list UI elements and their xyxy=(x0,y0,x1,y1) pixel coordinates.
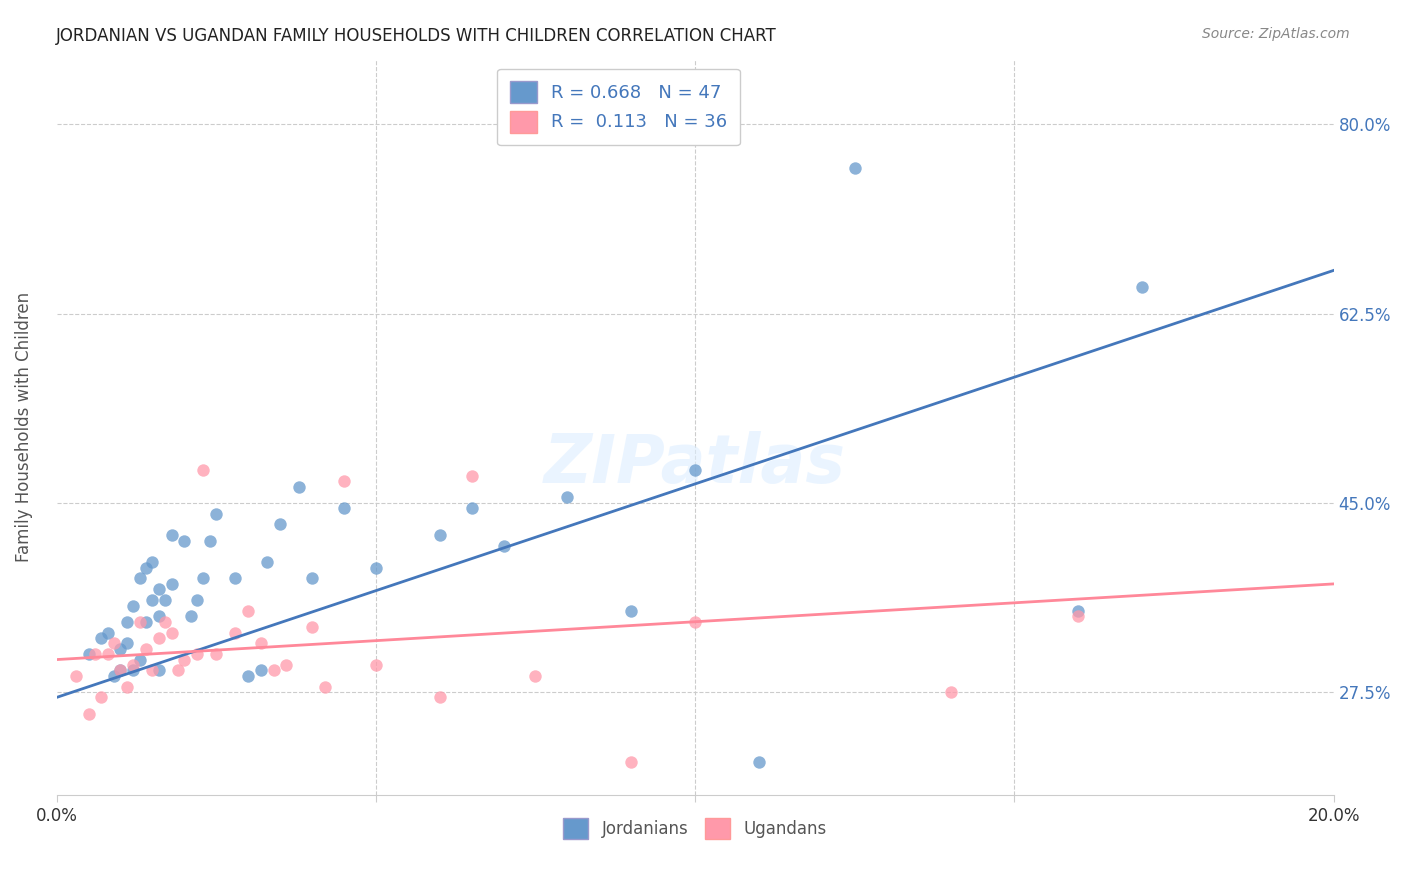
Point xyxy=(256,555,278,569)
Y-axis label: Family Households with Children: Family Households with Children xyxy=(15,292,32,562)
Point xyxy=(238,604,260,618)
Point xyxy=(186,647,208,661)
Point xyxy=(128,615,150,629)
Point xyxy=(333,501,356,516)
Point xyxy=(460,501,482,516)
Point xyxy=(364,560,387,574)
Point xyxy=(939,685,962,699)
Point xyxy=(683,615,706,629)
Point xyxy=(160,577,183,591)
Point xyxy=(97,625,120,640)
Point xyxy=(205,507,228,521)
Point xyxy=(77,706,100,721)
Text: Source: ZipAtlas.com: Source: ZipAtlas.com xyxy=(1202,27,1350,41)
Point xyxy=(141,664,163,678)
Point xyxy=(429,690,451,705)
Point xyxy=(115,615,138,629)
Point xyxy=(135,641,157,656)
Point xyxy=(250,636,273,650)
Point xyxy=(153,615,176,629)
Text: JORDANIAN VS UGANDAN FAMILY HOUSEHOLDS WITH CHILDREN CORRELATION CHART: JORDANIAN VS UGANDAN FAMILY HOUSEHOLDS W… xyxy=(56,27,778,45)
Point xyxy=(301,620,323,634)
Point xyxy=(122,664,145,678)
Point xyxy=(84,647,107,661)
Point xyxy=(620,604,643,618)
Point xyxy=(364,657,387,672)
Point xyxy=(90,631,112,645)
Point xyxy=(160,528,183,542)
Point xyxy=(103,669,125,683)
Point xyxy=(141,593,163,607)
Point xyxy=(115,636,138,650)
Point xyxy=(288,480,311,494)
Point xyxy=(250,664,273,678)
Point xyxy=(153,593,176,607)
Point xyxy=(148,664,170,678)
Point xyxy=(167,664,190,678)
Point xyxy=(193,572,215,586)
Point xyxy=(748,756,770,770)
Point xyxy=(224,572,246,586)
Point xyxy=(224,625,246,640)
Point xyxy=(122,657,145,672)
Point xyxy=(135,615,157,629)
Point xyxy=(193,463,215,477)
Point xyxy=(301,572,323,586)
Point xyxy=(269,517,291,532)
Point xyxy=(1067,604,1090,618)
Point xyxy=(1130,279,1153,293)
Point xyxy=(492,539,515,553)
Point xyxy=(180,609,202,624)
Point xyxy=(683,463,706,477)
Point xyxy=(97,647,120,661)
Point xyxy=(844,161,866,175)
Point xyxy=(198,533,221,548)
Point xyxy=(148,609,170,624)
Point xyxy=(263,664,285,678)
Point xyxy=(128,572,150,586)
Point xyxy=(122,599,145,613)
Point xyxy=(141,555,163,569)
Point xyxy=(429,528,451,542)
Point xyxy=(148,631,170,645)
Point xyxy=(115,680,138,694)
Point xyxy=(160,625,183,640)
Point xyxy=(128,652,150,666)
Point xyxy=(460,468,482,483)
Point xyxy=(110,641,132,656)
Point xyxy=(524,669,547,683)
Point xyxy=(314,680,336,694)
Point xyxy=(135,560,157,574)
Point xyxy=(90,690,112,705)
Point xyxy=(173,652,195,666)
Point xyxy=(238,669,260,683)
Point xyxy=(148,582,170,597)
Legend: Jordanians, Ugandans: Jordanians, Ugandans xyxy=(557,812,834,846)
Point xyxy=(77,647,100,661)
Point xyxy=(1067,609,1090,624)
Point xyxy=(65,669,87,683)
Point xyxy=(205,647,228,661)
Point xyxy=(557,491,579,505)
Point xyxy=(276,657,298,672)
Point xyxy=(173,533,195,548)
Point xyxy=(620,756,643,770)
Point xyxy=(186,593,208,607)
Point xyxy=(110,664,132,678)
Point xyxy=(103,636,125,650)
Point xyxy=(110,664,132,678)
Text: ZIPatlas: ZIPatlas xyxy=(544,431,846,497)
Point xyxy=(333,474,356,488)
